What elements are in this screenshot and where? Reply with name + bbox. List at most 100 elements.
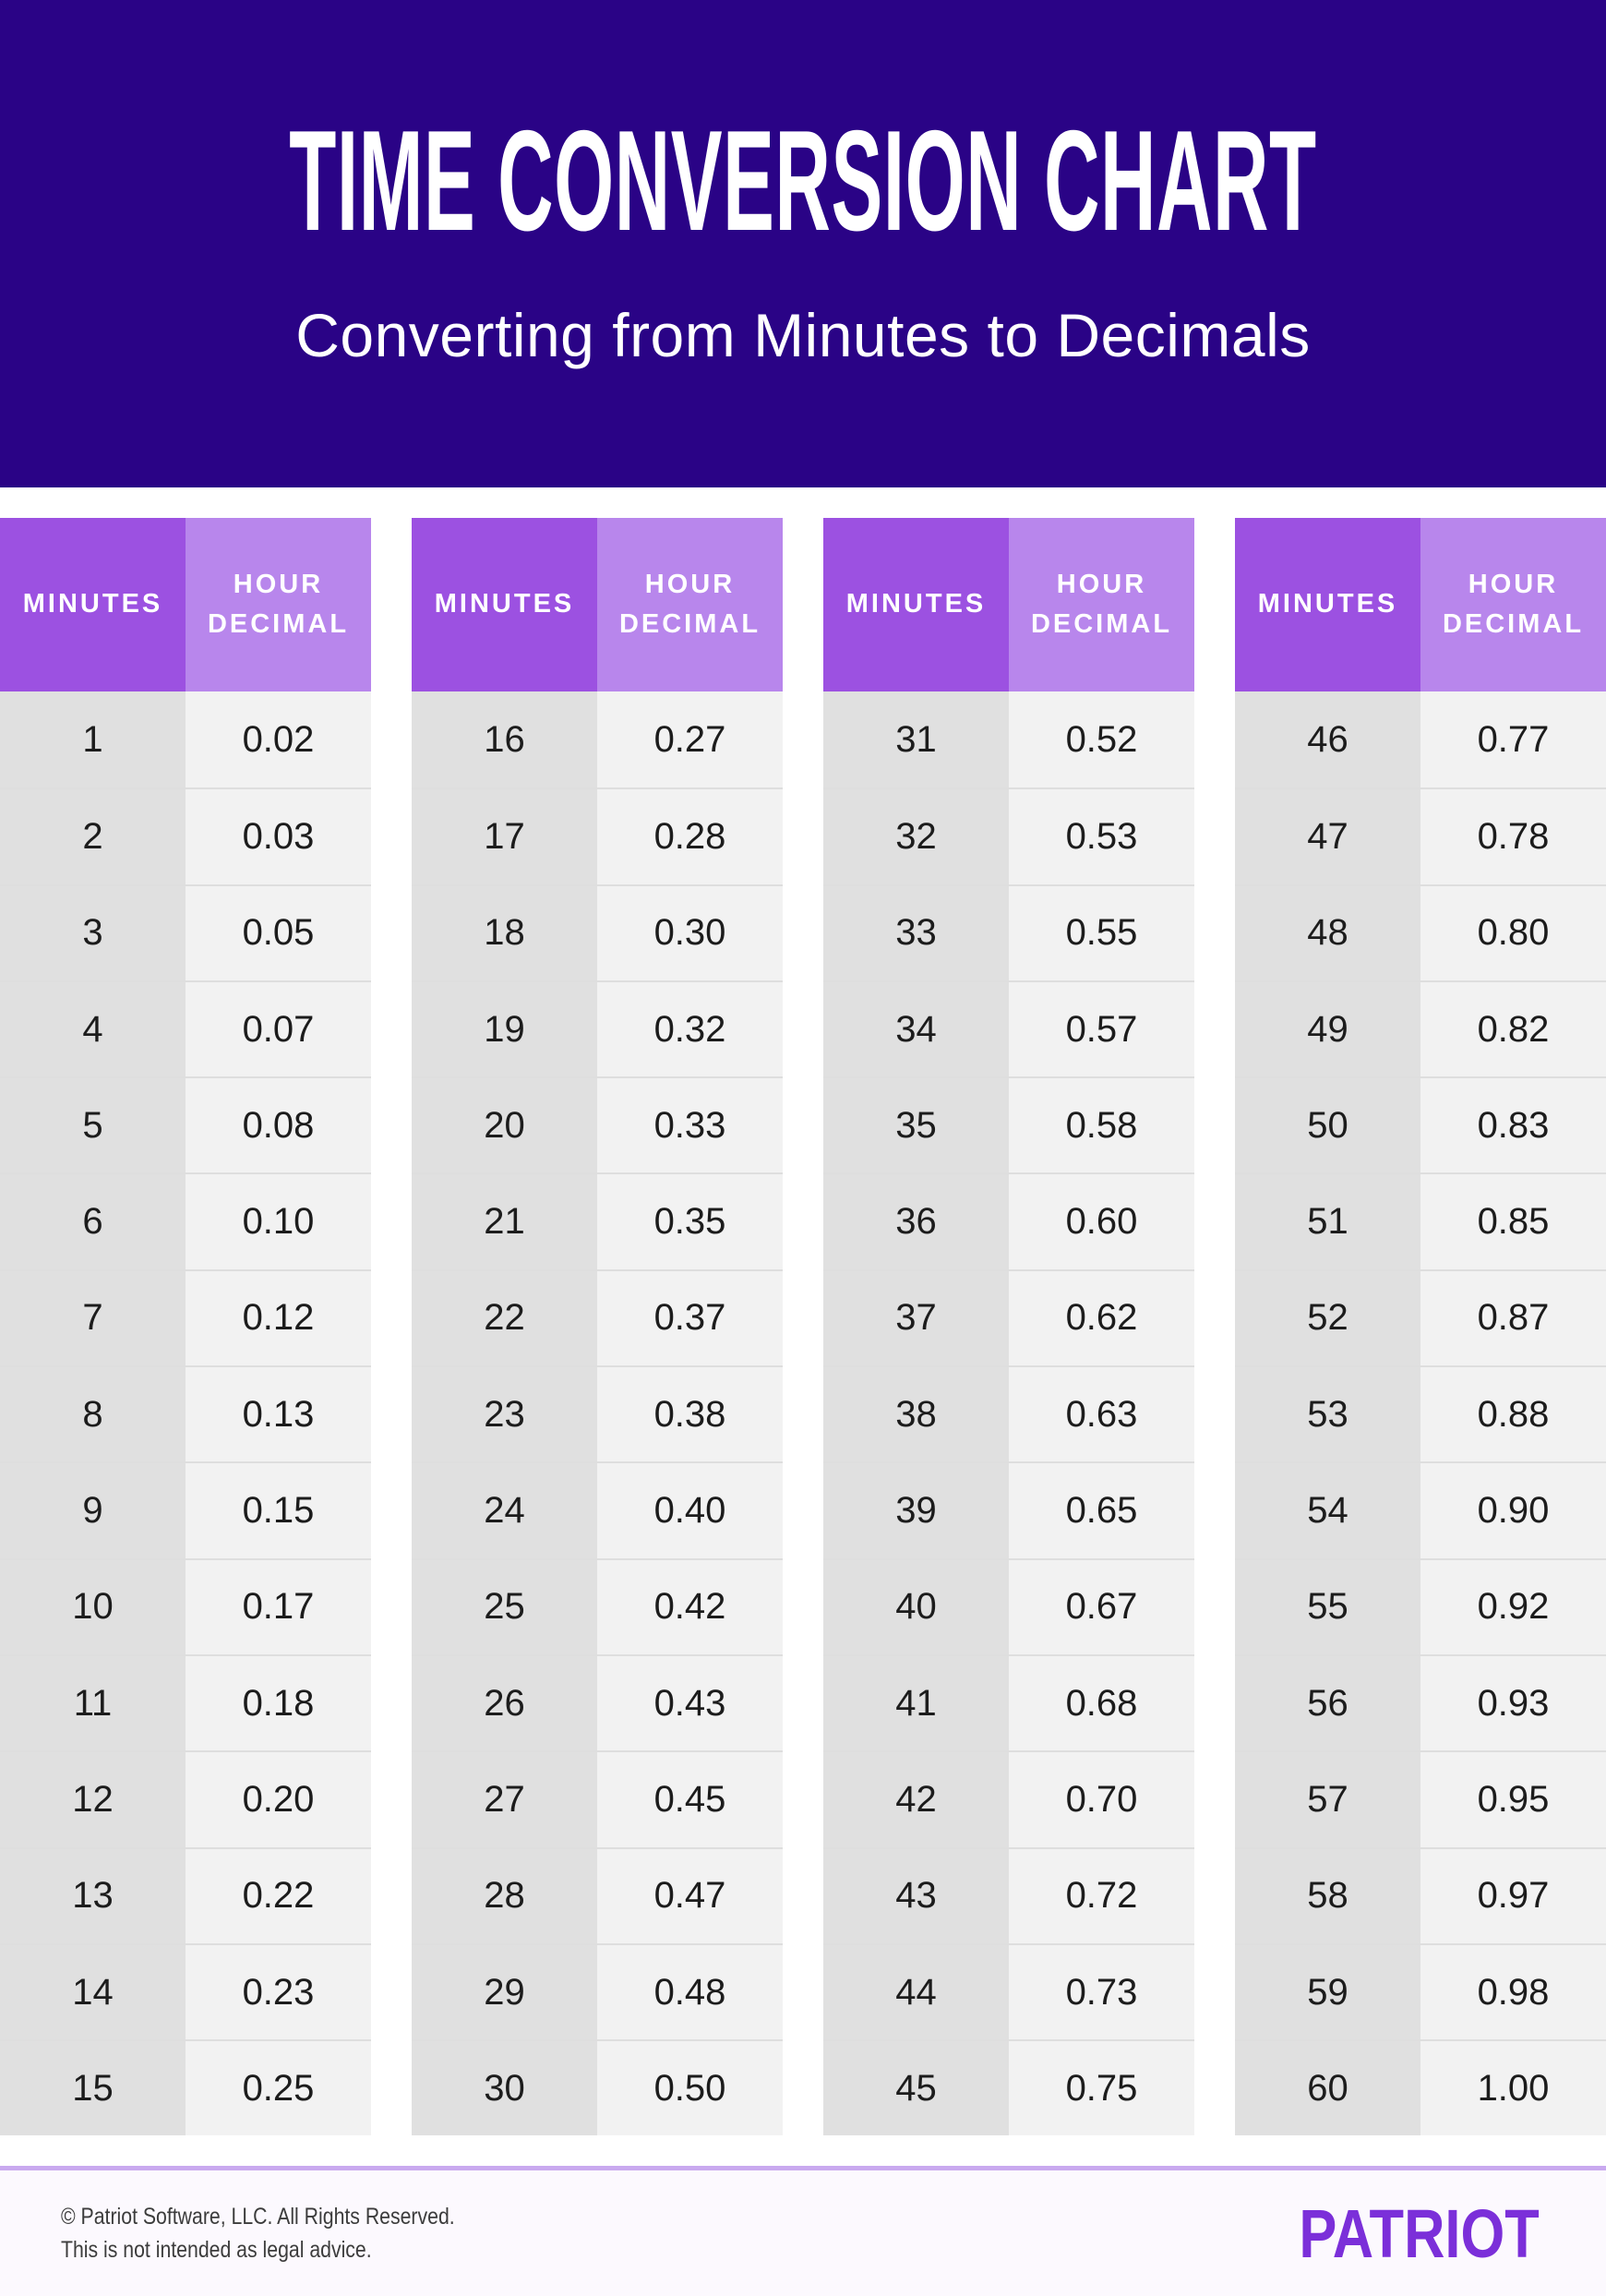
table-row: 60 1.00 [1235,2039,1606,2136]
table-row: 6 0.10 [0,1172,371,1269]
minutes-cell: 42 [823,1752,1009,1847]
footer: © Patriot Software, LLC. All Rights Rese… [0,2170,1606,2296]
minutes-cell: 48 [1235,885,1420,980]
table-row: 46 0.77 [1235,691,1606,788]
table-row: 47 0.78 [1235,787,1606,884]
minutes-cell: 56 [1235,1655,1420,1751]
minutes-cell: 43 [823,1848,1009,1943]
minutes-cell: 36 [823,1174,1009,1269]
minutes-cell: 38 [823,1367,1009,1462]
conversion-table: MINUTES HOUR DECIMAL 1 0.02 2 0.03 3 0.05 4 0.07 5… [0,518,371,2136]
table-body: 31 0.52 32 0.53 33 0.55 34 0.57 35 0.58 36 0.60 37 0.… [823,691,1194,2136]
minutes-cell: 18 [412,885,597,980]
minutes-cell: 47 [1235,789,1420,884]
patriot-logo: PATRIOT [1299,2194,1540,2272]
table-row: 30 0.50 [412,2039,783,2136]
minutes-cell: 58 [1235,1848,1420,1943]
decimal-cell: 0.32 [597,981,783,1077]
table-body: 16 0.27 17 0.28 18 0.30 19 0.32 20 0.33 21 0.35 22 0.… [412,691,783,2136]
decimal-column-header: HOUR DECIMAL [597,518,783,691]
table-row: 15 0.25 [0,2039,371,2136]
decimal-cell: 0.18 [186,1655,371,1751]
table-body: 1 0.02 2 0.03 3 0.05 4 0.07 5 0.08 6 0.10 7 0.12 8 0.13… [0,691,371,2136]
decimal-cell: 0.67 [1009,1559,1194,1654]
decimal-cell: 0.98 [1420,1944,1606,2040]
minutes-cell: 2 [0,789,186,884]
table-row: 16 0.27 [412,691,783,788]
table-row: 24 0.40 [412,1461,783,1558]
minutes-cell: 9 [0,1463,186,1558]
minutes-cell: 46 [1235,691,1420,788]
minutes-cell: 20 [412,1078,597,1173]
minutes-cell: 17 [412,789,597,884]
minutes-cell: 28 [412,1848,597,1943]
table-header-row: MINUTES HOUR DECIMAL [823,518,1194,691]
table-row: 22 0.37 [412,1268,783,1366]
table-row: 44 0.73 [823,1942,1194,2040]
disclaimer-text: This is not intended as legal advice. [61,2236,372,2263]
decimal-cell: 0.05 [186,885,371,980]
decimal-cell: 0.70 [1009,1752,1194,1847]
table-row: 2 0.03 [0,787,371,884]
minutes-cell: 14 [0,1944,186,2040]
table-row: 4 0.07 [0,980,371,1077]
decimal-cell: 0.45 [597,1752,783,1847]
table-row: 33 0.55 [823,884,1194,980]
decimal-cell: 0.68 [1009,1655,1194,1751]
table-row: 55 0.92 [1235,1557,1606,1654]
minutes-cell: 5 [0,1078,186,1173]
decimal-cell: 0.82 [1420,981,1606,1077]
minutes-cell: 12 [0,1752,186,1847]
conversion-tables: MINUTES HOUR DECIMAL 1 0.02 2 0.03 3 0.05 4 0.07 5… [0,518,1606,2136]
minutes-cell: 31 [823,691,1009,788]
decimal-cell: 0.53 [1009,789,1194,884]
minutes-cell: 44 [823,1944,1009,2040]
minutes-cell: 19 [412,981,597,1077]
table-row: 53 0.88 [1235,1365,1606,1462]
decimal-column-header: HOUR DECIMAL [1420,518,1606,691]
decimal-cell: 0.90 [1420,1463,1606,1558]
conversion-table: MINUTES HOUR DECIMAL 31 0.52 32 0.53 33 0.55 34 0… [823,518,1194,2136]
decimal-cell: 0.13 [186,1367,371,1462]
decimal-cell: 0.22 [186,1848,371,1943]
decimal-cell: 0.23 [186,1944,371,2040]
table-row: 29 0.48 [412,1942,783,2040]
table-row: 10 0.17 [0,1557,371,1654]
minutes-cell: 25 [412,1559,597,1654]
minutes-cell: 3 [0,885,186,980]
table-row: 43 0.72 [823,1846,1194,1943]
table-row: 51 0.85 [1235,1172,1606,1269]
header-banner: TIME CONVERSION CHART Converting from Mi… [0,0,1606,487]
minutes-cell: 39 [823,1463,1009,1558]
table-row: 56 0.93 [1235,1653,1606,1751]
footer-divider [0,2166,1606,2171]
minutes-cell: 33 [823,885,1009,980]
table-row: 34 0.57 [823,980,1194,1077]
minutes-cell: 51 [1235,1174,1420,1269]
copyright-text: © Patriot Software, LLC. All Rights Rese… [61,2203,455,2230]
minutes-cell: 15 [0,2041,186,2136]
decimal-cell: 0.62 [1009,1270,1194,1366]
table-row: 28 0.47 [412,1846,783,1943]
table-row: 9 0.15 [0,1461,371,1558]
decimal-cell: 0.57 [1009,981,1194,1077]
table-row: 41 0.68 [823,1653,1194,1751]
table-row: 20 0.33 [412,1076,783,1173]
table-row: 14 0.23 [0,1942,371,2040]
table-row: 5 0.08 [0,1076,371,1173]
table-row: 49 0.82 [1235,980,1606,1077]
minutes-cell: 57 [1235,1752,1420,1847]
table-row: 13 0.22 [0,1846,371,1943]
minutes-cell: 54 [1235,1463,1420,1558]
decimal-cell: 0.85 [1420,1174,1606,1269]
decimal-cell: 0.72 [1009,1848,1194,1943]
table-row: 39 0.65 [823,1461,1194,1558]
table-row: 27 0.45 [412,1750,783,1847]
minutes-cell: 40 [823,1559,1009,1654]
decimal-cell: 0.07 [186,981,371,1077]
table-row: 54 0.90 [1235,1461,1606,1558]
table-header-row: MINUTES HOUR DECIMAL [412,518,783,691]
table-row: 59 0.98 [1235,1942,1606,2040]
table-row: 35 0.58 [823,1076,1194,1173]
table-row: 40 0.67 [823,1557,1194,1654]
